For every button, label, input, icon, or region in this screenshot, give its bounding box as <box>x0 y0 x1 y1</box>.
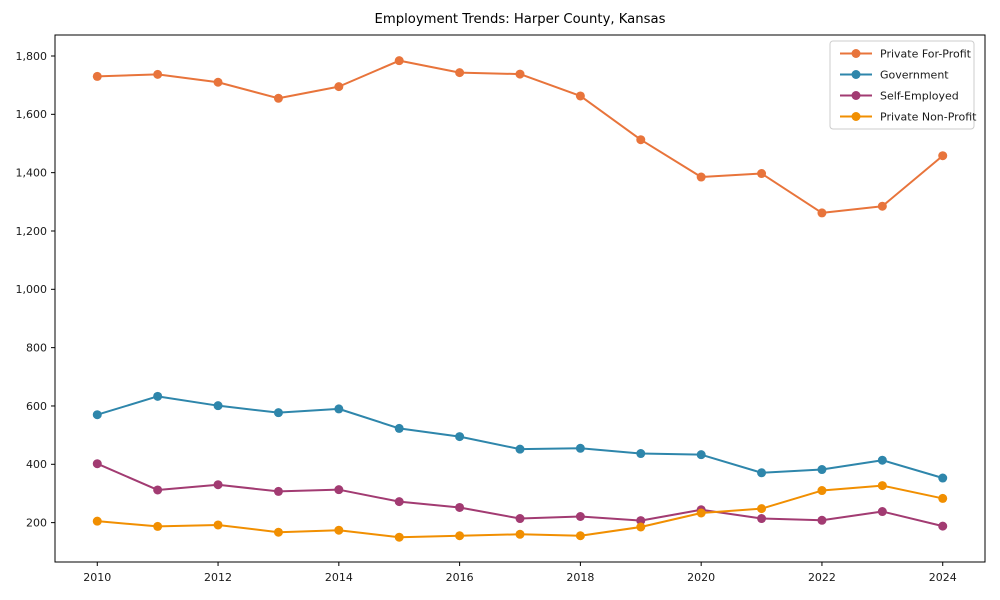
data-point-private-non-profit <box>938 493 948 503</box>
x-tick-label: 2010 <box>83 571 111 584</box>
plot-frame <box>54 34 986 563</box>
data-point-self-employed <box>938 521 948 531</box>
data-point-self-employed <box>575 512 585 522</box>
data-point-private-for-profit <box>515 69 525 79</box>
data-point-private-for-profit <box>334 82 344 92</box>
data-point-government <box>394 423 404 433</box>
data-point-self-employed <box>273 486 283 496</box>
y-tick-label: 1,400 <box>16 166 48 179</box>
data-point-self-employed <box>817 515 827 525</box>
data-point-private-non-profit <box>455 531 465 541</box>
data-point-private-for-profit <box>92 71 102 81</box>
x-tick-label: 2020 <box>687 571 715 584</box>
data-point-self-employed <box>757 514 767 524</box>
x-tick-label: 2016 <box>446 571 474 584</box>
data-point-private-for-profit <box>153 69 163 79</box>
data-point-private-non-profit <box>696 508 706 518</box>
x-tick-label: 2012 <box>204 571 232 584</box>
legend-label-private-non-profit: Private Non-Profit <box>880 110 977 123</box>
y-tick-label: 1,600 <box>16 108 48 121</box>
series-line-private-non-profit <box>97 484 943 539</box>
x-tick-label: 2014 <box>325 571 353 584</box>
data-point-self-employed <box>877 507 887 517</box>
data-point-self-employed <box>394 497 404 507</box>
data-point-private-for-profit <box>696 172 706 182</box>
data-point-private-for-profit <box>273 93 283 103</box>
chart-title: Employment Trends: Harper County, Kansas <box>375 12 666 27</box>
data-point-private-for-profit <box>394 56 404 66</box>
y-tick-label: 1,200 <box>16 225 48 238</box>
data-point-private-non-profit <box>92 516 102 526</box>
data-point-government <box>92 410 102 420</box>
y-tick-label: 600 <box>26 400 47 413</box>
data-point-private-non-profit <box>273 527 283 537</box>
data-point-private-non-profit <box>213 520 223 530</box>
y-tick-label: 800 <box>26 341 47 354</box>
legend-label-self-employed: Self-Employed <box>880 89 959 102</box>
data-point-self-employed <box>636 516 646 526</box>
data-point-private-for-profit <box>938 151 948 161</box>
data-point-government <box>213 401 223 411</box>
data-point-self-employed <box>334 485 344 495</box>
data-point-private-for-profit <box>877 201 887 211</box>
y-tick-label: 1,000 <box>16 283 48 296</box>
data-point-government <box>757 468 767 478</box>
series-line-private-for-profit <box>97 59 944 214</box>
data-point-private-for-profit <box>455 68 465 78</box>
x-tick-label: 2022 <box>808 571 836 584</box>
x-tick-label: 2018 <box>566 571 594 584</box>
data-point-government <box>636 449 646 459</box>
legend-box <box>829 40 975 130</box>
data-point-self-employed <box>92 459 102 469</box>
data-point-self-employed <box>213 480 223 490</box>
legend-swatch-marker-private-non-profit <box>851 112 861 121</box>
data-point-private-non-profit <box>515 529 525 539</box>
data-point-private-non-profit <box>877 481 887 491</box>
legend-swatch-marker-private-for-profit <box>851 49 861 58</box>
data-point-government <box>575 443 585 453</box>
data-point-private-non-profit <box>636 522 646 532</box>
data-point-government <box>696 450 706 460</box>
data-point-government <box>334 404 344 414</box>
legend-swatch-marker-self-employed <box>851 91 861 100</box>
data-point-private-for-profit <box>757 169 767 179</box>
data-point-private-for-profit <box>575 91 585 101</box>
data-point-private-non-profit <box>394 532 404 542</box>
data-point-government <box>817 465 827 475</box>
data-point-private-for-profit <box>636 135 646 145</box>
data-point-government <box>938 473 948 483</box>
legend-swatch-marker-government <box>851 70 861 79</box>
data-point-self-employed <box>455 502 465 512</box>
y-tick-label: 1,800 <box>16 50 48 63</box>
x-tick-label: 2024 <box>929 571 957 584</box>
data-point-private-for-profit <box>817 208 827 218</box>
data-point-private-for-profit <box>213 77 223 87</box>
data-point-private-non-profit <box>334 525 344 535</box>
legend-label-private-for-profit: Private For-Profit <box>880 47 972 60</box>
y-tick-label: 200 <box>26 516 47 529</box>
data-point-government <box>153 391 163 401</box>
data-point-government <box>515 444 525 454</box>
data-point-private-non-profit <box>575 531 585 541</box>
data-point-private-non-profit <box>153 521 163 531</box>
legend-label-government: Government <box>880 68 949 81</box>
data-point-private-non-profit <box>817 486 827 496</box>
data-point-private-non-profit <box>757 504 767 514</box>
data-point-self-employed <box>153 485 163 495</box>
data-point-self-employed <box>515 514 525 524</box>
y-tick-label: 400 <box>26 458 47 471</box>
data-point-government <box>877 455 887 465</box>
data-point-government <box>455 432 465 442</box>
series-line-government <box>96 395 944 479</box>
data-point-government <box>273 408 283 418</box>
